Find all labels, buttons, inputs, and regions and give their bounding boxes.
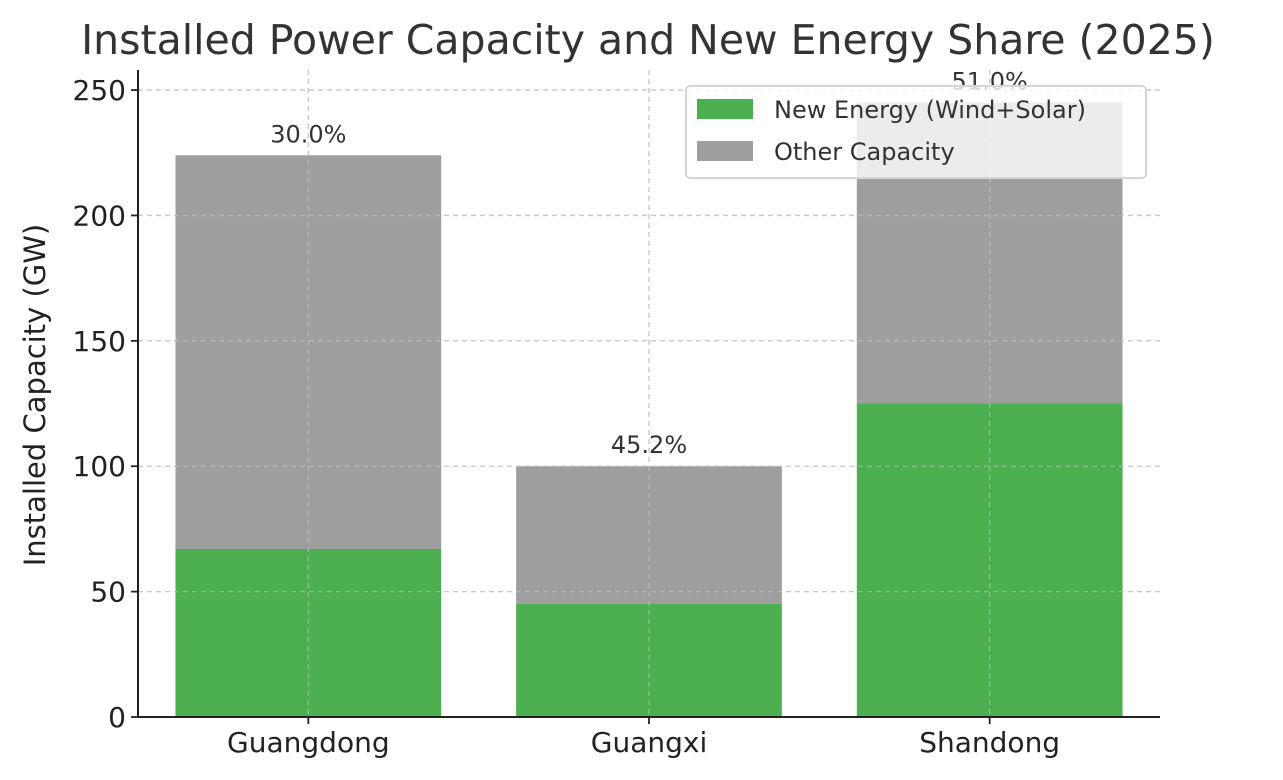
axes [131,70,1160,724]
y-axis-label: Installed Capacity (GW) [18,224,52,567]
tick-labels: 0 50 100 150 200 250 Guangdong Guangxi Shandong [73,74,1061,759]
y-tick-label-0: 0 [108,701,126,734]
data-label-1: 45.2% [611,431,687,459]
data-labels: 30.0%45.2%51.0% [270,68,1028,460]
legend: New Energy (Wind+Solar) Other Capacity [685,85,1147,179]
legend-swatch-1 [697,141,753,161]
y-tick-label-2: 100 [73,450,126,483]
bars [138,70,1160,717]
legend-swatch-0 [697,99,753,119]
y-tick-label-5: 250 [73,74,126,107]
y-tick-label-3: 150 [73,325,126,358]
legend-box [685,85,1147,179]
legend-label-0: New Energy (Wind+Solar) [774,96,1086,124]
y-tick-label-1: 50 [90,576,126,609]
legend-label-1: Other Capacity [774,138,955,166]
data-label-0: 30.0% [270,120,346,148]
x-tick-label-1: Guangxi [591,726,707,759]
chart-title: Installed Power Capacity and New Energy … [81,16,1215,64]
x-tick-label-2: Shandong [919,726,1060,759]
bar-1-1 [516,466,782,604]
x-tick-label-0: Guangdong [227,726,390,759]
y-tick-label-4: 200 [73,199,126,232]
